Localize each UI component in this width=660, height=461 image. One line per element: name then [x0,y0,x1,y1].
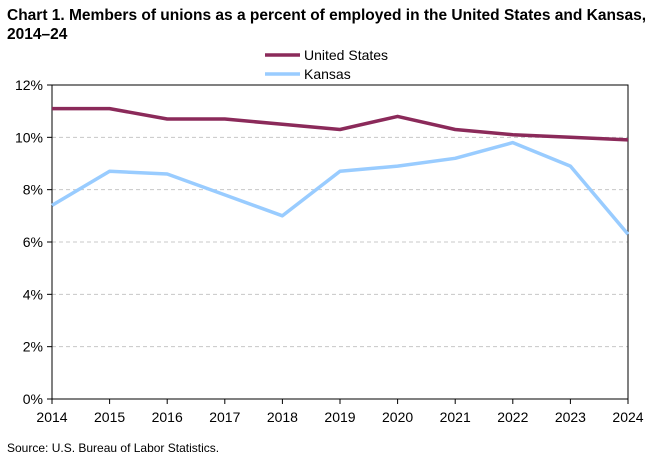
series-lines [51,106,630,236]
x-tick-label: 2018 [267,409,298,425]
x-tick-label: 2024 [612,409,643,425]
x-tick-label: 2023 [555,409,586,425]
y-tick-label: 4% [23,286,43,302]
chart-title: Chart 1. Members of unions as a percent … [7,7,647,43]
y-tick-label: 10% [15,129,43,145]
gridlines [52,136,628,348]
y-tick-label: 12% [15,77,43,93]
y-tick-label: 6% [23,234,43,250]
x-tick-label: 2016 [152,409,183,425]
x-tick-label: 2020 [382,409,413,425]
x-axis-ticks: 2014 2015 2016 2017 2018 2019 2020 2021 2022 2023… [36,399,644,425]
source-note: Source: U.S. Bureau of Labor Statistics. [7,441,220,455]
legend-label: Kansas [304,66,351,82]
axes [51,84,629,400]
series-line-united-states [52,106,629,142]
y-tick-label: 0% [23,391,43,407]
plot-frame [51,84,629,400]
y-tick-label: 8% [23,182,43,198]
legend-label: United States [304,47,388,63]
x-tick-label: 2015 [94,409,125,425]
series-line-kansas [51,140,630,236]
x-tick-label: 2014 [36,409,67,425]
legend: United States Kansas [265,47,388,82]
x-tick-label: 2021 [440,409,471,425]
x-tick-label: 2022 [497,409,528,425]
y-axis-ticks: 0% 2% 4% 6% 8% 10% 12% [15,77,52,407]
x-tick-label: 2019 [324,409,355,425]
x-tick-label: 2017 [209,409,240,425]
y-tick-label: 2% [23,339,43,355]
